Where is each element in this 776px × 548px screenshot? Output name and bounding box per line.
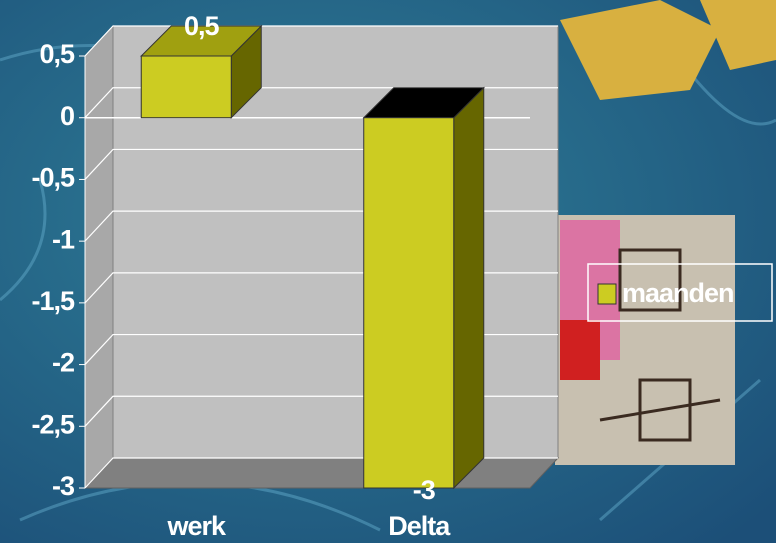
bar-side — [454, 88, 484, 488]
chart: 0,5 0 -0,5 -1 -1,5 -2 -2,5 -3 werk Delta 0,5 -3 maan… — [0, 0, 776, 543]
y-tick-label: -1 — [52, 224, 75, 254]
x-tick-label: Delta — [388, 511, 451, 541]
bar — [364, 118, 454, 488]
y-tick-label: -2,5 — [31, 409, 75, 439]
value-label: -3 — [413, 475, 436, 505]
y-tick-label: 0 — [60, 101, 74, 131]
value-label: 0,5 — [184, 11, 220, 41]
x-tick-label: werk — [166, 511, 227, 541]
floor — [85, 458, 558, 488]
bar — [141, 56, 231, 118]
y-tick-label: -1,5 — [31, 286, 75, 316]
background-image — [560, 320, 600, 380]
y-tick-label: 0,5 — [39, 39, 75, 69]
y-tick-label: -0,5 — [31, 163, 75, 193]
y-tick-label: -3 — [52, 471, 75, 501]
legend-swatch — [598, 284, 616, 304]
side-wall — [85, 26, 113, 488]
y-tick-label: -2 — [52, 348, 74, 378]
page: 0,5 0 -0,5 -1 -1,5 -2 -2,5 -3 werk Delta 0,5 -3 maan… — [0, 0, 776, 543]
legend-label: maanden — [622, 278, 734, 308]
